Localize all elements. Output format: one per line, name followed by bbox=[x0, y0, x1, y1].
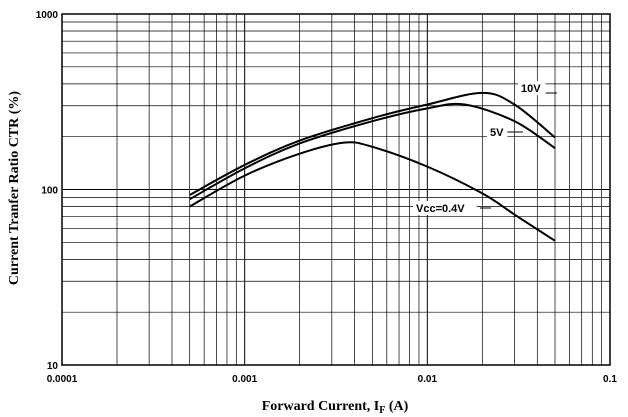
series-label-background bbox=[518, 81, 546, 95]
y-axis-title: Current Tranfer Ratio CTR (%) bbox=[7, 91, 22, 285]
series-label: 5V bbox=[490, 127, 504, 139]
series-label: Vcc=0.4V bbox=[416, 203, 465, 215]
series-label-layer: 10V 5V Vcc=0.4V bbox=[413, 81, 557, 215]
y-tick-label: 1000 bbox=[36, 10, 59, 21]
y-tick-label: 100 bbox=[41, 186, 58, 197]
series-layer bbox=[189, 91, 556, 242]
series-label-background bbox=[413, 201, 477, 215]
plot-frame bbox=[61, 13, 611, 366]
series-label-background bbox=[487, 125, 508, 139]
series-label: 10V bbox=[521, 83, 541, 95]
x-axis-title-main: Forward Current, I bbox=[262, 399, 380, 414]
series-line-10v bbox=[189, 91, 556, 196]
x-axis-title-unit: (A) bbox=[385, 399, 408, 414]
x-tick-label: 0.1 bbox=[603, 374, 617, 385]
series-line-5v bbox=[189, 102, 556, 201]
x-tick-label: 0.001 bbox=[232, 374, 257, 385]
grid bbox=[62, 14, 610, 365]
y-tick-label: 10 bbox=[47, 361, 59, 372]
x-axis-title: Forward Current, IF (A) bbox=[262, 399, 409, 416]
tick-labels: 0.0001 0.001 0.01 0.1 10 100 1000 bbox=[36, 10, 618, 385]
x-tick-label: 0.0001 bbox=[47, 374, 78, 385]
series-line-vcc-0-4v bbox=[189, 141, 556, 242]
x-tick-label: 0.01 bbox=[418, 374, 438, 385]
x-axis-title-subscript: F bbox=[379, 405, 385, 416]
